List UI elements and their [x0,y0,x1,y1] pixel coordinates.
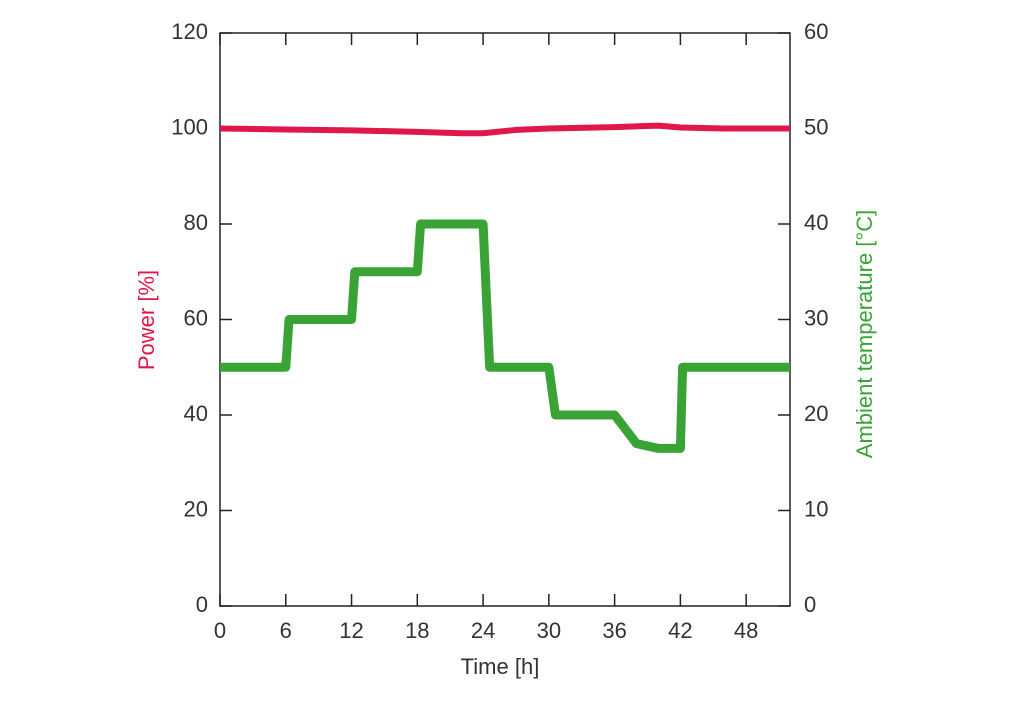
x-tick-label: 36 [602,618,626,643]
series-line [219,122,790,137]
y-tick-label: 40 [184,401,208,426]
x-tick-label: 18 [405,618,429,643]
x-tick-label: 30 [537,618,561,643]
y2-tick-label: 30 [804,305,828,330]
y-tick-label: 0 [196,592,208,617]
y-axis-label: Power [%] [134,270,159,370]
y2-tick-label: 60 [804,19,828,44]
y2-tick-label: 0 [804,592,816,617]
series-line [220,219,790,453]
y2-tick-label: 40 [804,210,828,235]
x-tick-label: 6 [280,618,292,643]
y-tick-label: 20 [184,496,208,521]
y-tick-label: 120 [171,19,208,44]
plot-frame [219,32,791,607]
y-tick-label: 60 [184,305,208,330]
x-tick-label: 0 [214,618,226,643]
x-tick-label: 24 [471,618,495,643]
y2-tick-label: 50 [804,114,828,139]
y-tick-label: 100 [171,114,208,139]
x-tick-label: 12 [339,618,363,643]
y-tick-label: 80 [184,210,208,235]
y2-tick-label: 10 [804,496,828,521]
x-tick-label: 42 [668,618,692,643]
y2-axis-label: Ambient temperature [°C] [852,210,877,458]
y2-tick-label: 20 [804,401,828,426]
x-tick-label: 48 [734,618,758,643]
x-axis-label: Time [h] [461,654,540,679]
